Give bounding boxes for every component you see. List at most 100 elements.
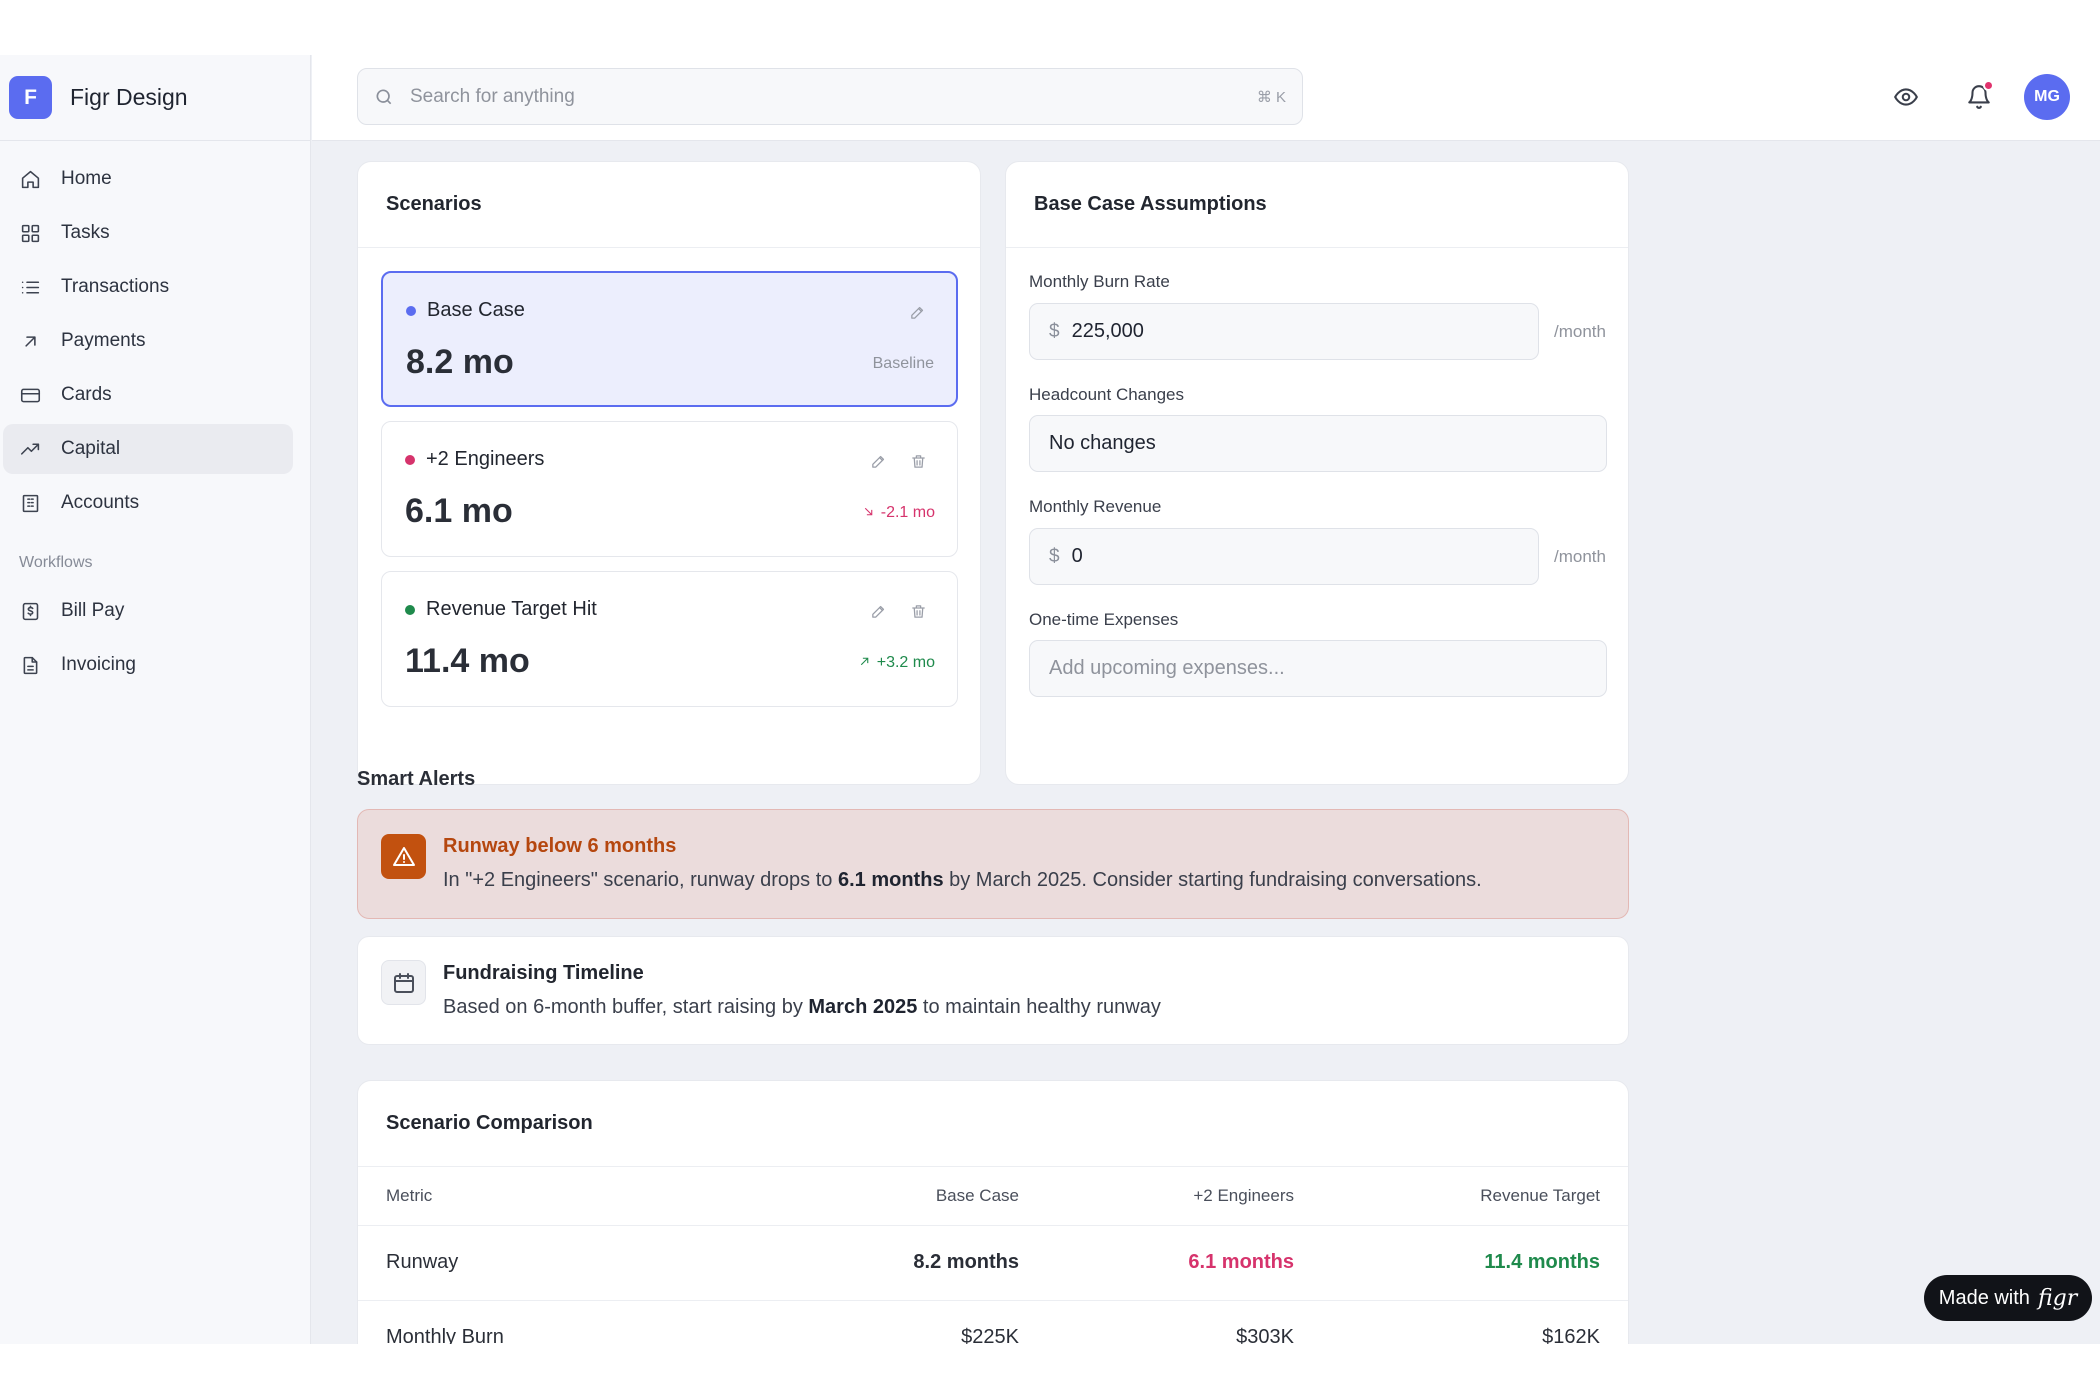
arrow-up-right-icon	[860, 657, 869, 666]
trending-up-icon	[19, 438, 41, 460]
sidebar-item-invoicing[interactable]: Invoicing	[3, 640, 293, 690]
base-case-cell: 8.2 months	[758, 1225, 1019, 1301]
metric-cell: Runway	[358, 1225, 758, 1301]
sidebar-item-capital[interactable]: Capital	[3, 424, 293, 474]
burn-rate-unit: /month	[1554, 322, 1606, 341]
assumptions-card: Base Case Assumptions Monthly Burn Rate …	[1005, 161, 1629, 785]
scenarios-card: Scenarios Base Case 8.2 mo Baseline +2 E…	[357, 161, 981, 785]
revenue-target-cell: $162K	[1294, 1300, 1628, 1344]
sidebar-item-home[interactable]: Home	[3, 154, 293, 204]
sidebar-item-label: Payments	[61, 330, 146, 351]
burn-rate-label: Monthly Burn Rate	[1029, 272, 1170, 291]
headcount-field[interactable]	[1029, 415, 1607, 472]
scenario-color-dot	[405, 455, 415, 465]
expenses-field[interactable]	[1029, 640, 1607, 697]
preview-button[interactable]	[1886, 77, 1926, 117]
column-header: +2 Engineers	[1019, 1167, 1294, 1226]
alert-title: Runway below 6 months	[443, 835, 677, 857]
sidebar-item-label: Capital	[61, 438, 121, 459]
made-with-label: Made with	[1938, 1286, 2030, 1309]
scenario-runway-value: 8.2 mo	[406, 343, 514, 381]
trash-icon	[911, 454, 925, 468]
alert-highlight: March 2025	[808, 996, 918, 1018]
edit-scenario-button[interactable]	[867, 600, 889, 622]
list-icon	[19, 276, 41, 298]
sidebar-item-transactions[interactable]: Transactions	[3, 262, 293, 312]
scenario-runway-value: 11.4 mo	[405, 642, 530, 680]
headcount-input[interactable]	[1049, 432, 1495, 455]
edit-scenario-button[interactable]	[867, 450, 889, 472]
scenario-baseline-tag: Baseline	[872, 355, 934, 372]
alert-text-part: by March 2025. Consider starting fundrai…	[943, 869, 1482, 891]
fundraising-timeline-alert: Fundraising Timeline Based on 6-month bu…	[357, 936, 1629, 1045]
building-icon	[19, 492, 41, 514]
alert-highlight: 6.1 months	[837, 869, 944, 891]
alert-message: In "+2 Engineers" scenario, runway drops…	[443, 869, 1482, 892]
table-header-row: Metric Base Case +2 Engineers Revenue Ta…	[358, 1167, 1628, 1226]
search-bar[interactable]: ⌘ K	[357, 68, 1303, 125]
sidebar-item-cards[interactable]: Cards	[3, 370, 293, 420]
column-header: Revenue Target	[1294, 1167, 1628, 1226]
revenue-label: Monthly Revenue	[1029, 497, 1162, 516]
brand-name: Figr Design	[70, 84, 188, 110]
sidebar-item-tasks[interactable]: Tasks	[3, 208, 293, 258]
scenario-plus-2-engineers[interactable]: +2 Engineers 6.1 mo -2.1 mo	[381, 421, 958, 557]
scenario-name: Revenue Target Hit	[426, 598, 597, 620]
scenario-comparison-card: Scenario Comparison Metric Base Case +2 …	[357, 1080, 1629, 1344]
scenario-name: Base Case	[427, 299, 525, 321]
table-row: Runway 8.2 months 6.1 months 11.4 months	[358, 1225, 1628, 1301]
expenses-input[interactable]	[1049, 657, 1495, 680]
smart-alerts-title: Smart Alerts	[357, 768, 476, 790]
alert-text-part: In "+2 Engineers" scenario, runway drops…	[443, 869, 838, 891]
scenario-revenue-target-hit[interactable]: Revenue Target Hit 11.4 mo +3.2 mo	[381, 571, 958, 707]
column-header: Metric	[358, 1167, 758, 1226]
table-row: Monthly Burn $225K $303K $162K	[358, 1300, 1628, 1344]
scenario-delta: -2.1 mo	[862, 504, 935, 522]
notification-badge	[1983, 80, 1994, 91]
scenario-delta-value: -2.1 mo	[880, 504, 935, 521]
brand[interactable]: F Figr Design	[0, 55, 310, 141]
scenario-color-dot	[406, 306, 416, 316]
scenario-base-case[interactable]: Base Case 8.2 mo Baseline	[381, 271, 958, 407]
scenario-delta: +3.2 mo	[858, 654, 935, 672]
eye-icon	[1894, 88, 1918, 106]
revenue-input[interactable]	[1071, 545, 1463, 568]
sidebar-item-label: Cards	[61, 384, 112, 405]
scenario-runway-value: 6.1 mo	[405, 492, 513, 530]
pencil-icon	[871, 455, 884, 468]
engineers-cell: 6.1 months	[1019, 1225, 1294, 1301]
column-header: Base Case	[758, 1167, 1019, 1226]
revenue-field[interactable]: $	[1029, 528, 1539, 585]
home-icon	[19, 168, 41, 190]
headcount-label: Headcount Changes	[1029, 385, 1185, 404]
sidebar-item-accounts[interactable]: Accounts	[3, 478, 293, 528]
alert-title: Fundraising Timeline	[443, 962, 644, 984]
topbar: ⌘ K MG	[312, 55, 2100, 141]
arrow-up-right-icon	[19, 330, 41, 352]
search-input[interactable]	[410, 85, 1230, 108]
scenarios-title: Scenarios	[358, 162, 980, 248]
burn-rate-input[interactable]	[1071, 320, 1463, 343]
search-shortcut: ⌘ K	[1256, 88, 1286, 106]
sidebar-item-payments[interactable]: Payments	[3, 316, 293, 366]
currency-symbol: $	[1049, 320, 1060, 342]
sidebar-item-label: Bill Pay	[61, 600, 125, 621]
comparison-table: Metric Base Case +2 Engineers Revenue Ta…	[358, 1167, 1628, 1344]
edit-scenario-button[interactable]	[906, 301, 928, 323]
delete-scenario-button[interactable]	[907, 450, 929, 472]
metric-cell: Monthly Burn	[358, 1300, 758, 1344]
burn-rate-field[interactable]: $	[1029, 303, 1539, 360]
sidebar-item-bill-pay[interactable]: Bill Pay	[3, 586, 293, 636]
trash-icon	[911, 604, 925, 618]
pencil-icon	[871, 605, 884, 618]
revenue-target-cell: 11.4 months	[1294, 1225, 1628, 1301]
engineers-cell: $303K	[1019, 1300, 1294, 1344]
delete-scenario-button[interactable]	[907, 600, 929, 622]
notifications-button[interactable]	[1959, 77, 1999, 117]
made-with-figr-badge[interactable]: Made with figr	[1924, 1275, 2092, 1321]
sidebar-item-label: Home	[61, 168, 112, 189]
user-avatar[interactable]: MG	[2024, 74, 2070, 120]
assumptions-title: Base Case Assumptions	[1006, 162, 1628, 248]
runway-warning-alert: Runway below 6 months In "+2 Engineers" …	[357, 809, 1629, 919]
alert-text-part: to maintain healthy runway	[917, 996, 1161, 1018]
